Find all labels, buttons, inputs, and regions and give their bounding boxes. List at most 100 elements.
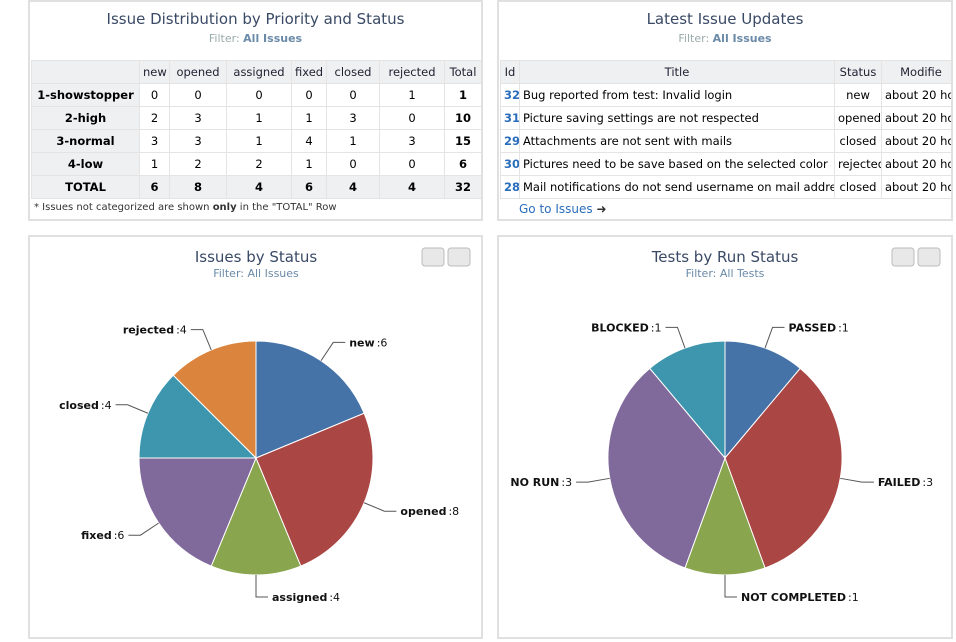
chart-subtitle: Filter: All Tests (686, 267, 765, 280)
table-cell: 0 (379, 106, 445, 130)
table-cell: 1 (291, 152, 327, 176)
table-row: 32 Bug reported from test: Invalid login n… (500, 83, 951, 107)
leader-line (255, 575, 268, 598)
label-value: :6 (377, 336, 388, 349)
pie-slice (210, 456, 302, 576)
filter: Filter: All Issues (30, 32, 481, 45)
table-cell: 31 (500, 106, 520, 130)
table-cell: 1 (291, 106, 327, 130)
label-name: opened (400, 505, 446, 518)
table-cell: 0 (326, 152, 380, 176)
download-button[interactable] (447, 247, 471, 267)
table-cell: 10 (444, 106, 481, 130)
table-row: 3-normal 3 3 1 4 1 3 15 (31, 129, 481, 153)
leader-line (576, 477, 610, 483)
table-cell: about 20 hou (881, 175, 951, 199)
table-cell: 6 (444, 152, 481, 176)
table-cell: 32 (500, 83, 520, 107)
table-cell: 4 (226, 175, 292, 199)
data-label: NO RUN:3 (510, 476, 572, 489)
panel-title: Latest Issue Updates (646, 10, 804, 28)
print-button[interactable] (891, 247, 915, 267)
issues-by-status-panel: Issues by Status Filter: All Issues new:6 o… (28, 235, 483, 639)
label-name: fixed (81, 529, 112, 542)
header-cell: Title (519, 60, 835, 84)
footnote: * Issues not categorized are shown only … (34, 202, 337, 213)
label-name: closed (59, 399, 99, 412)
table-cell: Picture saving settings are not respecte… (519, 106, 835, 130)
table-cell: 4-low (31, 152, 140, 176)
table-row: 2-high 2 3 1 1 3 0 10 (31, 106, 481, 130)
pie-slice (724, 340, 801, 460)
header-cell: Id (500, 60, 520, 84)
go-to-issues-link[interactable]: Go to Issues ➜ (519, 202, 607, 216)
table-cell: about 20 hou (881, 83, 951, 107)
print-button[interactable] (421, 247, 445, 267)
table-cell: 3 (139, 129, 170, 153)
table-cell: TOTAL (31, 175, 140, 199)
pie-slice (724, 367, 843, 569)
table-cell: 1 (326, 129, 380, 153)
table-cell: 1-showstopper (31, 83, 140, 107)
header-cell: fixed (291, 60, 327, 84)
chart-title: Tests by Run Status (651, 248, 799, 266)
table-cell: 8 (169, 175, 227, 199)
table-row: 1-showstopper 0 0 0 0 0 1 1 (31, 83, 481, 107)
label-name: PASSED (789, 321, 837, 334)
table-cell: 2 (226, 152, 292, 176)
link-text[interactable]: Go to Issues (519, 202, 593, 216)
table-cell: 15 (444, 129, 481, 153)
table-cell: rejected (834, 152, 882, 176)
header-cell (31, 60, 140, 84)
table-cell: 1 (444, 83, 481, 107)
label-value: :4 (101, 399, 112, 412)
data-label: PASSED:1 (789, 321, 849, 334)
label-name: new (349, 336, 374, 349)
label-value: :3 (561, 476, 572, 489)
table-cell: 0 (291, 83, 327, 107)
table-row: 30 Pictures need to be save based on the … (500, 152, 951, 176)
label-name: NO RUN (510, 476, 559, 489)
arrow-icon: ➜ (596, 202, 607, 216)
table-cell: 3-normal (31, 129, 140, 153)
table-cell: 2 (139, 106, 170, 130)
label-value: :1 (651, 321, 662, 334)
panel-title: Issue Distribution by Priority and Statu… (106, 10, 405, 28)
table-cell: 4 (379, 175, 445, 199)
label-name: assigned (272, 591, 327, 604)
download-button[interactable] (917, 247, 941, 267)
table-cell: 6 (139, 175, 170, 199)
table-cell: 3 (326, 106, 380, 130)
leader-line (115, 404, 149, 414)
label-value: :6 (114, 529, 125, 542)
table-cell: Pictures need to be save based on the se… (519, 152, 835, 176)
header-cell: Status (834, 60, 882, 84)
table-cell: Attachments are not sent with mails (519, 129, 835, 153)
table-cell: 0 (326, 83, 380, 107)
table-cell: 4 (291, 129, 327, 153)
table-cell: 2-high (31, 106, 140, 130)
header-cell: assigned (226, 60, 292, 84)
updates-table: Id Title Status Modifie 32 Bug reported from … (500, 60, 951, 199)
table-cell: 32 (444, 175, 481, 199)
footnote-emphasis: only (212, 202, 237, 213)
tests-by-run-status-panel: Tests by Run Status Filter: All Tests PASS… (497, 235, 953, 639)
leader-line (764, 326, 785, 349)
data-label: BLOCKED:1 (591, 321, 661, 334)
table-cell: 3 (169, 129, 227, 153)
table-row: 4-low 1 2 2 1 0 0 6 (31, 152, 481, 176)
header-cell: Modifie (881, 60, 951, 84)
filter-label: Filter: (208, 32, 240, 45)
header-cell: opened (169, 60, 227, 84)
table-cell: 2 (169, 152, 227, 176)
label-value: :1 (848, 591, 859, 604)
filter: Filter: All Issues (499, 32, 951, 45)
data-label: closed:4 (59, 399, 111, 412)
header-cell: rejected (379, 60, 445, 84)
table-cell: 3 (379, 129, 445, 153)
table-cell: about 20 hou (881, 106, 951, 130)
table-cell: 30 (500, 152, 520, 176)
table-cell: 0 (169, 83, 227, 107)
